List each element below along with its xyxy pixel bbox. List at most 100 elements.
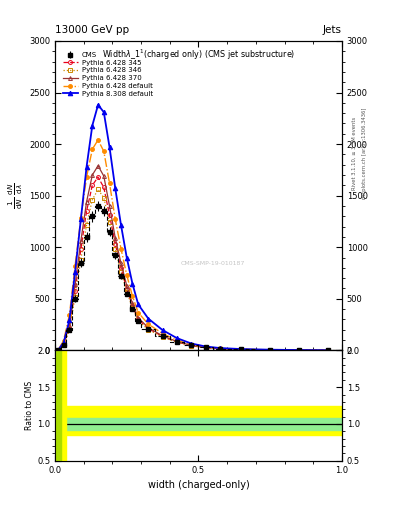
Line: Pythia 6.428 370: Pythia 6.428 370 — [56, 164, 329, 352]
Pythia 6.428 345 — [297, 347, 301, 353]
Pythia 8.308 default — [297, 347, 301, 353]
Pythia 6.428 345 — [107, 212, 112, 218]
Pythia 6.428 345 — [174, 339, 179, 345]
Pythia 6.428 346 — [268, 347, 273, 353]
Pythia 6.428 370 — [130, 301, 135, 307]
Pythia 6.428 345 — [79, 246, 83, 252]
Pythia 6.428 370 — [79, 238, 83, 244]
Pythia 8.308 default — [107, 144, 112, 150]
Pythia 6.428 default — [189, 342, 194, 348]
Pythia 8.308 default — [61, 339, 66, 346]
Pythia 6.428 default — [113, 216, 118, 222]
Pythia 6.428 346 — [61, 343, 66, 349]
Pythia 6.428 370 — [218, 346, 222, 352]
Pythia 6.428 345 — [101, 184, 106, 190]
Pythia 6.428 370 — [136, 315, 141, 321]
Pythia 6.428 370 — [174, 338, 179, 345]
Pythia 8.308 default — [160, 327, 165, 333]
Pythia 6.428 345 — [239, 347, 244, 353]
Pythia 6.428 346 — [174, 339, 179, 346]
Pythia 6.428 370 — [297, 347, 301, 353]
Pythia 8.308 default — [218, 345, 222, 351]
Pythia 6.428 345 — [125, 286, 129, 292]
Pythia 6.428 345 — [55, 347, 60, 353]
Pythia 6.428 345 — [84, 208, 89, 214]
Pythia 8.308 default — [146, 315, 151, 322]
Pythia 8.308 default — [119, 222, 123, 228]
Pythia 6.428 345 — [119, 265, 123, 271]
Pythia 8.308 default — [203, 344, 208, 350]
Pythia 6.428 346 — [297, 347, 301, 353]
Pythia 8.308 default — [325, 347, 330, 353]
Pythia 6.428 346 — [67, 327, 72, 333]
Pythia 6.428 370 — [67, 322, 72, 328]
Text: Jets: Jets — [323, 25, 342, 35]
Pythia 6.428 346 — [90, 197, 95, 203]
Pythia 6.428 default — [297, 347, 301, 353]
Pythia 6.428 345 — [96, 174, 101, 180]
Pythia 6.428 346 — [107, 219, 112, 225]
Pythia 8.308 default — [174, 335, 179, 341]
Pythia 6.428 346 — [119, 269, 123, 275]
X-axis label: width (charged-only): width (charged-only) — [148, 480, 249, 490]
Pythia 6.428 370 — [160, 333, 165, 339]
Line: Pythia 8.308 default: Pythia 8.308 default — [56, 103, 330, 353]
Pythia 6.428 345 — [113, 241, 118, 247]
Pythia 8.308 default — [130, 281, 135, 287]
Pythia 8.308 default — [189, 340, 194, 347]
Pythia 6.428 370 — [96, 163, 101, 169]
Pythia 6.428 default — [61, 337, 66, 344]
Pythia 6.428 default — [73, 263, 77, 269]
Pythia 6.428 default — [55, 347, 60, 353]
Pythia 8.308 default — [113, 185, 118, 191]
Pythia 6.428 default — [107, 180, 112, 186]
Pythia 8.308 default — [136, 302, 141, 308]
Pythia 6.428 346 — [96, 186, 101, 193]
Pythia 6.428 370 — [113, 235, 118, 241]
Pythia 8.308 default — [79, 216, 83, 222]
Pythia 6.428 370 — [107, 203, 112, 209]
Pythia 6.428 370 — [90, 172, 95, 178]
Text: mcplots.cern.ch [arXiv:1306.3436]: mcplots.cern.ch [arXiv:1306.3436] — [362, 108, 367, 199]
Pythia 6.428 370 — [268, 347, 273, 353]
Pythia 6.428 default — [119, 246, 123, 252]
Pythia 6.428 346 — [189, 343, 194, 349]
Pythia 6.428 346 — [325, 347, 330, 353]
Pythia 6.428 346 — [113, 246, 118, 252]
Pythia 6.428 346 — [130, 305, 135, 311]
Pythia 6.428 345 — [189, 343, 194, 349]
Pythia 6.428 346 — [136, 317, 141, 324]
Pythia 6.428 370 — [239, 346, 244, 352]
Pythia 6.428 346 — [218, 346, 222, 352]
Pythia 6.428 default — [203, 344, 208, 350]
Pythia 6.428 346 — [84, 221, 89, 227]
Line: Pythia 6.428 default: Pythia 6.428 default — [56, 138, 329, 352]
Pythia 6.428 346 — [203, 345, 208, 351]
Pythia 6.428 370 — [325, 347, 330, 353]
Pythia 6.428 345 — [67, 325, 72, 331]
Pythia 8.308 default — [125, 254, 129, 261]
Pythia 6.428 346 — [55, 347, 60, 353]
Pythia 6.428 345 — [136, 316, 141, 323]
Pythia 8.308 default — [55, 347, 60, 353]
Pythia 6.428 370 — [119, 260, 123, 266]
Pythia 6.428 default — [96, 137, 101, 143]
Pythia 8.308 default — [67, 317, 72, 324]
Pythia 8.308 default — [239, 346, 244, 352]
Pythia 6.428 345 — [146, 326, 151, 332]
Pythia 6.428 346 — [79, 257, 83, 263]
Pythia 6.428 346 — [73, 293, 77, 300]
Pythia 6.428 default — [174, 337, 179, 343]
Pythia 6.428 370 — [55, 347, 60, 353]
Pythia 6.428 345 — [61, 342, 66, 348]
Line: Pythia 6.428 345: Pythia 6.428 345 — [56, 175, 329, 352]
Pythia 6.428 default — [130, 293, 135, 299]
Pythia 6.428 default — [125, 272, 129, 278]
Pythia 6.428 default — [90, 146, 95, 152]
Pythia 6.428 370 — [84, 199, 89, 205]
Pythia 6.428 345 — [130, 303, 135, 309]
Y-axis label: $\frac{1}{\mathrm{d}N}$ $\frac{\mathrm{d}N}{\mathrm{d}\lambda}$: $\frac{1}{\mathrm{d}N}$ $\frac{\mathrm{d… — [6, 182, 25, 209]
Pythia 8.308 default — [268, 347, 273, 353]
Bar — [55, 418, 342, 430]
Pythia 8.308 default — [101, 109, 106, 115]
